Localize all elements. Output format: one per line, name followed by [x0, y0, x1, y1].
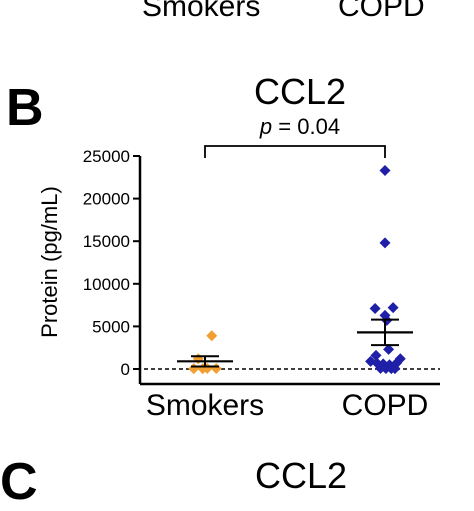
next-panel-title: CCL2 — [255, 455, 348, 496]
p-symbol: p — [259, 114, 273, 139]
y-axis-label: Protein (pg/mL) — [37, 186, 62, 338]
p-value-text: = 0.04 — [278, 114, 341, 139]
panel-letter: B — [6, 79, 44, 137]
data-point — [369, 303, 381, 315]
data-point — [379, 237, 391, 249]
y-tick-label: 15000 — [83, 232, 130, 251]
data-point — [192, 353, 204, 365]
p-value-annotation: p = 0.04 — [260, 116, 340, 138]
data-point — [210, 362, 222, 374]
data-point — [370, 349, 382, 361]
top-panel-smokers-label: Smokers — [142, 0, 261, 23]
y-tick-label: 25000 — [83, 147, 130, 166]
y-tick-label: 20000 — [83, 190, 130, 209]
data-point — [387, 302, 399, 314]
data-point — [383, 343, 395, 355]
chart-svg: 0 5000 10000 15000 20000 25000 Protein (pg/mL)… — [37, 145, 440, 422]
y-tick-label: 5000 — [92, 317, 130, 336]
top-panel-copd-label: COPD — [338, 0, 425, 23]
data-point — [389, 363, 401, 375]
x-tick-label: Smokers — [146, 389, 264, 422]
chart-title: CCL2 — [253, 71, 347, 112]
significance-bracket — [204, 145, 386, 158]
y-tick-label: 10000 — [83, 275, 130, 294]
data-point — [206, 330, 218, 342]
x-tick-label: COPD — [342, 389, 429, 422]
data-point — [379, 164, 391, 176]
next-panel-letter: C — [0, 453, 38, 511]
y-tick-label: 0 — [121, 360, 130, 379]
